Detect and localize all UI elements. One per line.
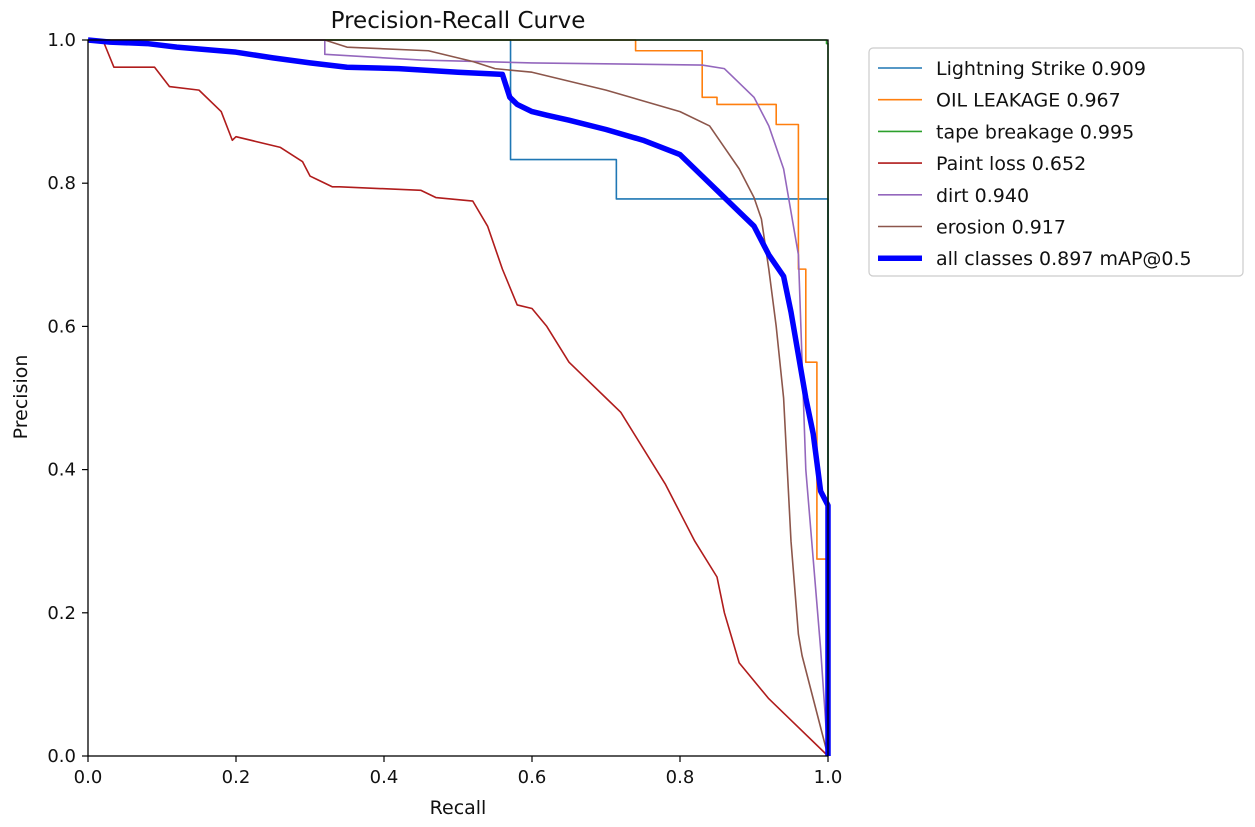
series-line-oil-leakage-0-967 <box>88 39 829 756</box>
y-tick-label: 0.4 <box>47 460 76 481</box>
series-line-dirt-0-940 <box>88 39 829 757</box>
legend-label: all classes 0.897 mAP@0.5 <box>936 248 1192 270</box>
y-tick-label: 0.2 <box>47 603 76 624</box>
y-axis: 0.0 0.2 0.4 0.6 0.8 1.0 <box>47 30 88 767</box>
y-tick-label: 0.0 <box>47 746 76 767</box>
y-axis-label: Precision <box>10 355 32 440</box>
legend: Lightning Strike 0.909 OIL LEAKAGE 0.967 t… <box>868 47 1244 277</box>
plot-area <box>87 37 831 757</box>
y-tick-label: 1.0 <box>47 30 76 51</box>
y-tick-label: 0.8 <box>47 173 76 194</box>
chart-title: Precision-Recall Curve <box>331 8 586 34</box>
series-line-all-classes-0-897-map-0-5 <box>87 37 831 756</box>
series-line-erosion-0-917 <box>88 39 829 757</box>
legend-label: Lightning Strike 0.909 <box>936 58 1146 80</box>
y-tick-label: 0.6 <box>47 316 76 337</box>
plot-background <box>88 40 828 756</box>
legend-label: dirt 0.940 <box>936 185 1029 207</box>
x-tick-label: 0.0 <box>74 767 103 788</box>
x-tick-label: 0.2 <box>222 767 251 788</box>
legend-label: tape breakage 0.995 <box>936 121 1134 143</box>
x-tick-label: 1.0 <box>814 767 843 788</box>
legend-box <box>868 47 1244 277</box>
series-line-paint-loss-0-652 <box>88 39 829 757</box>
legend-label: OIL LEAKAGE 0.967 <box>936 90 1121 112</box>
legend-label: Paint loss 0.652 <box>936 153 1086 175</box>
x-axis-label: Recall <box>430 797 487 819</box>
x-axis: 0.0 0.2 0.4 0.6 0.8 1.0 <box>74 756 843 788</box>
plot-frame <box>87 39 829 757</box>
legend-label: erosion 0.917 <box>936 217 1066 239</box>
x-tick-label: 0.6 <box>518 767 547 788</box>
x-tick-label: 0.8 <box>666 767 695 788</box>
x-tick-label: 0.4 <box>370 767 399 788</box>
